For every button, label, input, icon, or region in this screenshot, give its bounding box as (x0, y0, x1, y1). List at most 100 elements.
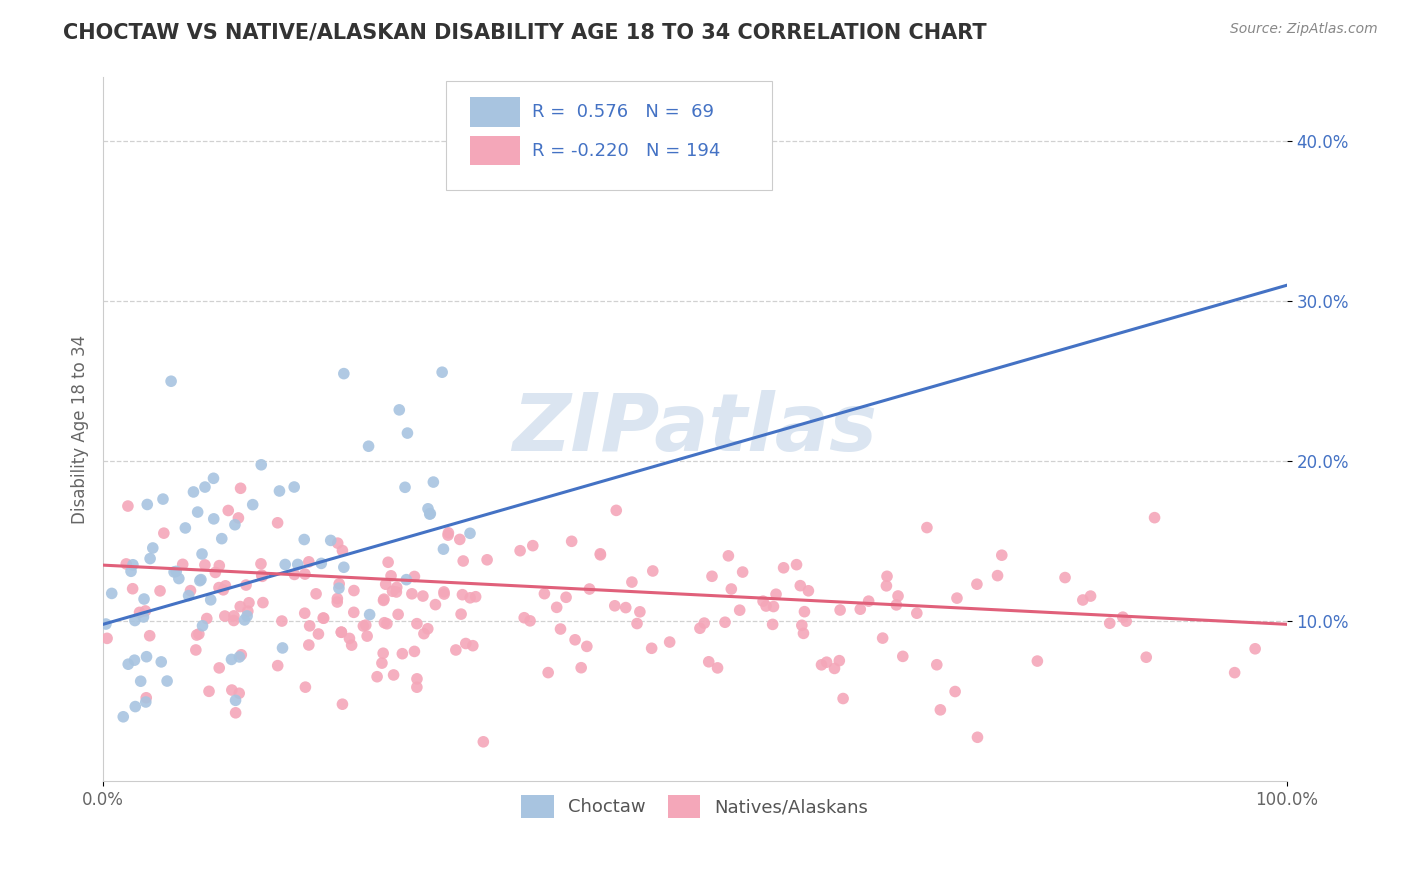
Point (658, 635, 681, 649)
FancyBboxPatch shape (470, 97, 520, 127)
Point (401, 587, 423, 601)
Point (555, 591, 578, 605)
Point (117, 657, 139, 672)
Point (432, 542, 454, 557)
Point (385, 585, 408, 599)
Point (328, 581, 350, 595)
Point (458, 526, 481, 541)
Point (1026, 654, 1049, 668)
Point (270, 614, 292, 628)
Point (208, 661, 231, 675)
Point (352, 619, 374, 633)
Point (546, 600, 568, 615)
Point (194, 480, 217, 494)
Point (283, 567, 305, 582)
Point (326, 595, 349, 609)
Point (1112, 610, 1135, 624)
Point (149, 583, 172, 598)
Point (461, 639, 484, 653)
Point (832, 691, 855, 706)
Point (419, 507, 441, 521)
Point (395, 573, 418, 587)
Point (186, 628, 208, 642)
Point (134, 604, 156, 618)
Point (793, 605, 815, 619)
Point (578, 582, 600, 596)
Point (830, 603, 852, 617)
Point (381, 584, 404, 599)
Point (752, 594, 775, 608)
Point (430, 365, 453, 379)
Point (564, 632, 586, 647)
Point (224, 517, 246, 532)
Point (307, 627, 329, 641)
Point (214, 609, 236, 624)
Point (786, 558, 808, 572)
Point (294, 680, 316, 694)
Point (405, 680, 427, 694)
Point (204, 566, 226, 580)
Y-axis label: Disability Age 18 to 34: Disability Age 18 to 34 (72, 334, 89, 524)
Point (211, 532, 233, 546)
Point (728, 603, 751, 617)
Point (406, 616, 429, 631)
Point (377, 555, 399, 569)
Point (946, 591, 969, 606)
Point (640, 641, 662, 656)
Point (458, 591, 481, 605)
Point (872, 631, 894, 645)
Point (222, 608, 245, 623)
Point (373, 615, 395, 630)
Point (404, 644, 426, 658)
Point (373, 592, 395, 607)
Point (366, 670, 388, 684)
Point (1115, 614, 1137, 628)
Point (561, 534, 583, 549)
Legend: Choctaw, Natives/Alaskans: Choctaw, Natives/Alaskans (515, 789, 876, 825)
Point (762, 617, 785, 632)
Point (198, 684, 221, 698)
Point (406, 672, 429, 686)
Point (165, 565, 187, 579)
Point (790, 618, 813, 632)
Point (294, 567, 316, 582)
Point (626, 616, 648, 631)
Point (250, 458, 273, 472)
Point (238, 596, 260, 610)
Point (449, 533, 471, 547)
Point (343, 583, 366, 598)
Point (124, 699, 146, 714)
Point (138, 629, 160, 643)
Point (375, 616, 398, 631)
Point (519, 614, 541, 628)
Point (221, 683, 243, 698)
Point (513, 611, 536, 625)
Point (706, 661, 728, 675)
Point (905, 606, 928, 620)
Point (943, 684, 966, 698)
Point (450, 607, 472, 621)
Point (298, 555, 321, 569)
Point (139, 551, 162, 566)
Point (1080, 589, 1102, 603)
Point (294, 606, 316, 620)
Point (1098, 616, 1121, 631)
Point (755, 599, 778, 613)
Point (371, 656, 394, 670)
Text: Source: ZipAtlas.com: Source: ZipAtlas.com (1230, 22, 1378, 37)
Point (697, 655, 720, 669)
Point (828, 654, 851, 668)
Point (132, 610, 155, 624)
Point (233, 613, 256, 627)
Point (208, 558, 231, 573)
Point (172, 558, 194, 572)
Point (250, 557, 273, 571)
Point (717, 549, 740, 563)
Point (991, 548, 1014, 562)
Point (191, 547, 214, 561)
Point (229, 599, 252, 614)
Point (283, 480, 305, 494)
Point (231, 648, 253, 662)
Point (437, 525, 460, 540)
FancyBboxPatch shape (470, 136, 520, 165)
